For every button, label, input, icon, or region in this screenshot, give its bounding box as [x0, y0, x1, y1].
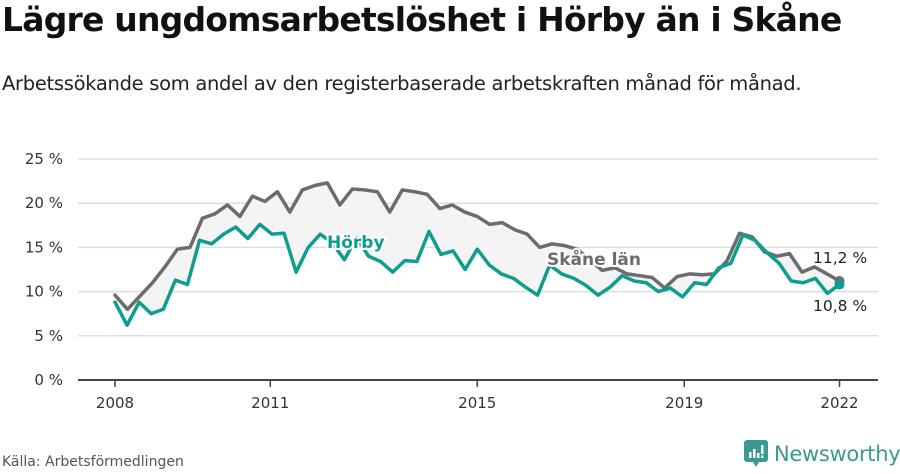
- y-axis-labels: 25 % 20 % 15 % 10 % 5 % 0 %: [25, 150, 63, 389]
- y-tick-label: 20 %: [25, 194, 63, 212]
- skane-series-label: Skåne län: [547, 248, 641, 270]
- y-tick-label: 25 %: [25, 150, 63, 168]
- source-note: Källa: Arbetsförmedlingen: [2, 454, 184, 470]
- x-axis: 2008 2011 2015 2019 2022: [78, 379, 878, 412]
- x-tick-label: 2022: [820, 394, 858, 412]
- y-tick-label: 5 %: [34, 327, 63, 345]
- brand-name: Newsworthy: [774, 442, 900, 466]
- horby-series-label: Hörby: [327, 233, 385, 253]
- skane-end-value-label: 11,2 %: [813, 249, 867, 267]
- y-tick-label: 15 %: [25, 238, 63, 256]
- x-tick-label: 2008: [96, 394, 134, 412]
- horby-line: [113, 222, 842, 327]
- chart-title: Lägre ungdomsarbetslöshet i Hörby än i S…: [2, 0, 842, 39]
- x-tick-label: 2011: [251, 394, 289, 412]
- gridlines: [78, 158, 878, 337]
- y-tick-label: 0 %: [34, 371, 63, 389]
- x-tick-label: 2019: [665, 394, 703, 412]
- chart-subtitle: Arbetssökande som andel av den registerb…: [2, 72, 802, 95]
- bar-chart-speech-bubble-icon: [744, 440, 768, 467]
- horby-end-value-label: 10,8 %: [813, 297, 867, 315]
- horby-end-dot: [834, 279, 845, 290]
- x-tick-label: 2015: [458, 394, 496, 412]
- y-tick-label: 10 %: [25, 283, 63, 301]
- newsworthy-brand[interactable]: Newsworthy: [744, 440, 900, 468]
